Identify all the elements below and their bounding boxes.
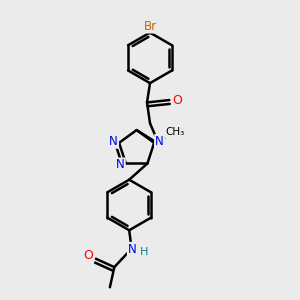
Text: H: H bbox=[140, 247, 148, 257]
Text: Br: Br bbox=[143, 20, 157, 33]
Text: CH₃: CH₃ bbox=[165, 128, 184, 137]
Text: S: S bbox=[155, 138, 164, 151]
Text: N: N bbox=[128, 243, 136, 256]
Text: N: N bbox=[116, 158, 125, 171]
Text: N: N bbox=[155, 135, 164, 148]
Text: O: O bbox=[83, 249, 93, 262]
Text: O: O bbox=[173, 94, 183, 106]
Text: N: N bbox=[110, 135, 118, 148]
